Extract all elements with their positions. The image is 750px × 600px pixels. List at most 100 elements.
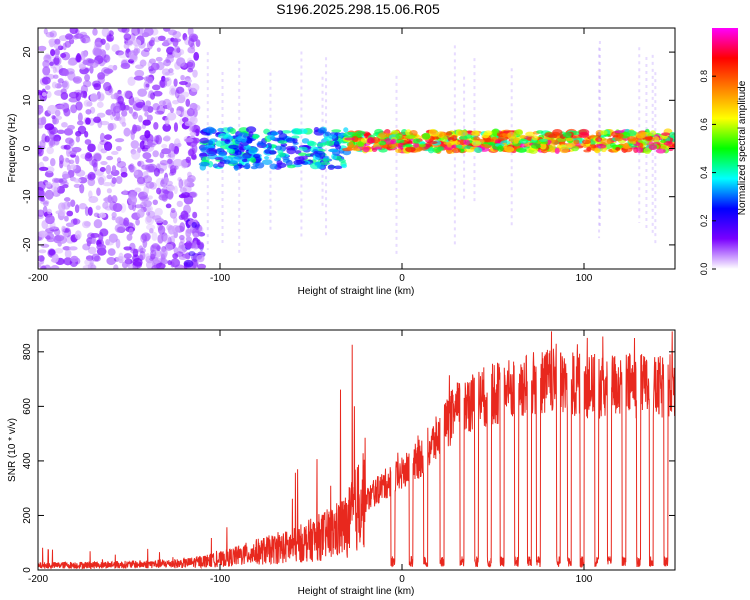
spectrogram-blob	[298, 146, 308, 151]
spectrogram-blob	[169, 164, 177, 174]
spectrogram-blob	[190, 83, 200, 93]
spectrogram-blob	[395, 139, 405, 144]
spectrogram-blob	[115, 256, 126, 262]
spectrogram-blob	[437, 146, 445, 151]
spectrogram-blob	[120, 171, 128, 178]
spectrogram-blob	[197, 241, 205, 250]
spectrogram-blob	[164, 71, 175, 76]
spectrogram-blob	[154, 207, 163, 217]
spectrogram-blob	[83, 221, 91, 227]
spectrogram-blob	[474, 147, 483, 153]
spectrogram-blob	[51, 81, 58, 89]
spectrogram-blob	[122, 189, 128, 196]
spectrogram-blob	[91, 158, 98, 168]
spectrogram-blob	[178, 241, 184, 249]
spectrogram-blob	[139, 59, 147, 67]
spectrogram-blob	[143, 80, 150, 91]
spectrogram-blob	[84, 139, 92, 145]
spectrogram-blob	[224, 159, 231, 165]
spectrogram-blob	[162, 259, 168, 265]
spectrogram-blob	[269, 163, 278, 170]
spectrogram-blob	[648, 144, 658, 151]
spectrogram-blob	[53, 186, 58, 197]
spectrogram-blob	[87, 262, 96, 269]
spectrogram-blob	[164, 243, 174, 251]
spectrogram-blob	[146, 114, 153, 122]
spectrogram-blob	[581, 139, 591, 145]
spectrogram-blob	[413, 142, 420, 148]
spectrogram-blob	[54, 234, 65, 242]
spectrogram-blob	[74, 204, 80, 213]
spectrogram-blob	[192, 104, 201, 111]
spectrogram-blob	[355, 130, 366, 135]
spectrogram-blob	[54, 48, 60, 56]
spectrogram-blob	[136, 208, 145, 218]
spectrogram-blob	[75, 54, 82, 63]
spectrogram-blob	[484, 130, 493, 136]
spectrogram-y-tick-label: 10	[22, 94, 33, 106]
spectrogram-blob	[41, 76, 51, 85]
spectrogram-blob	[187, 191, 197, 198]
spectrogram-blob	[107, 122, 114, 132]
spectrogram-blob	[115, 145, 122, 152]
spectrogram-blob	[612, 144, 624, 149]
spectrogram-blob	[92, 47, 100, 56]
spectrogram-blob	[471, 140, 482, 147]
spectrogram-blob	[77, 112, 83, 123]
spectrogram-blob	[57, 78, 64, 84]
spectrogram-blob	[38, 261, 42, 268]
spectrogram-blob	[106, 256, 116, 265]
spectrogram-blob	[152, 199, 158, 206]
spectrogram-blob	[88, 196, 99, 204]
spectrogram-blob	[150, 249, 157, 259]
spectrogram-blob	[117, 95, 124, 105]
spectrogram-blob	[327, 148, 339, 153]
spectrogram-blob	[132, 39, 142, 47]
spectrogram-blob	[328, 134, 337, 139]
spectrogram-blob	[151, 231, 158, 241]
spectrogram-blob	[38, 209, 45, 217]
spectrogram-blob	[104, 134, 113, 141]
spectrogram-blob	[167, 158, 173, 165]
spectrogram-blob	[53, 228, 61, 236]
spectrogram-blob	[50, 158, 56, 167]
spectrogram-blob	[158, 100, 166, 106]
spectrogram-blob	[56, 185, 65, 194]
spectrogram-blob	[102, 197, 112, 202]
spectrogram-blob	[241, 136, 247, 143]
spectrogram-blob	[144, 111, 149, 117]
spectrogram-blob	[63, 197, 71, 202]
spectrogram-blob	[276, 160, 283, 166]
spectrogram-blob	[75, 135, 81, 143]
spectrogram-blob	[68, 159, 75, 165]
spectrogram-blob	[152, 90, 163, 97]
spectrogram-blob	[111, 150, 119, 156]
spectrogram-blob	[142, 104, 148, 113]
spectrogram-blob	[120, 166, 128, 174]
spectrogram-blob	[40, 116, 47, 125]
spectrogram-blob	[60, 53, 67, 58]
spectrogram-blob	[123, 217, 130, 227]
spectrogram-blob	[57, 202, 66, 212]
spectrogram-blob	[188, 37, 195, 48]
spectrogram-blob	[595, 137, 603, 142]
spectrogram-blob	[63, 231, 69, 238]
spectrogram-blob	[115, 238, 121, 249]
spectrogram-blob	[356, 141, 365, 148]
spectrogram-blob	[64, 248, 72, 259]
spectrogram-blob	[172, 30, 182, 39]
spectrogram-blob	[151, 264, 160, 269]
spectrogram-blob	[148, 58, 156, 64]
spectrogram-blob	[127, 195, 138, 206]
spectrogram-blob	[84, 258, 93, 266]
spectrogram-blob	[70, 104, 78, 114]
spectrogram-blob	[164, 76, 172, 87]
spectrogram-blob	[627, 136, 637, 142]
spectrogram-blob	[131, 28, 140, 36]
snr-frame	[37, 329, 676, 571]
spectrogram-blob	[85, 117, 91, 125]
spectrogram-blob	[187, 149, 195, 157]
spectrogram-blob	[196, 254, 205, 263]
spectrogram-blob	[98, 176, 105, 186]
